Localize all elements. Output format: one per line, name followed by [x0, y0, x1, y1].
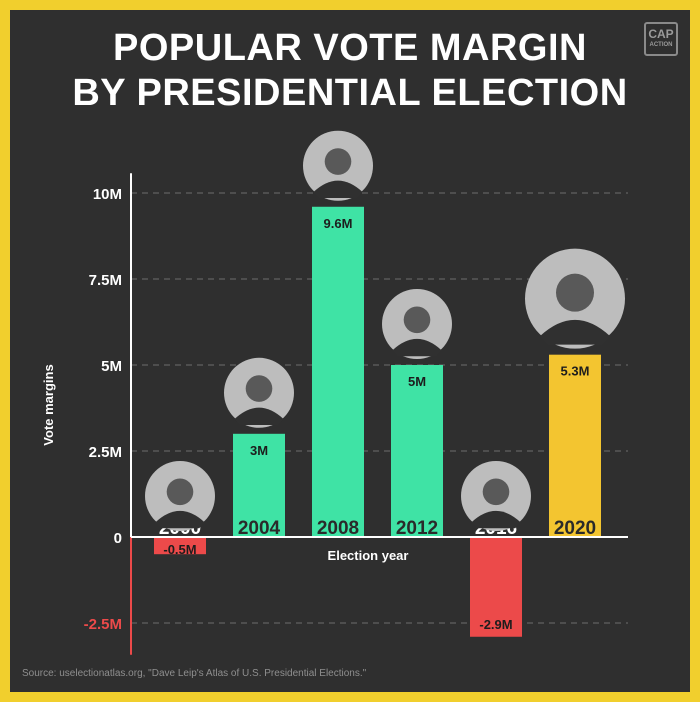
x-tick-label-2020: 2020: [554, 518, 596, 539]
bar-2016: [470, 537, 522, 637]
logo-line-2: ACTION: [649, 42, 673, 48]
y-tick-label: 0: [114, 530, 122, 547]
portrait-2004-icon: [224, 357, 294, 428]
bar-2004: [233, 433, 285, 537]
data-label-2000: -0.5M: [163, 542, 196, 557]
source-note: Source: uselectionatlas.org, "Dave Leip'…: [22, 668, 367, 679]
y-tick-label: -2.5M: [84, 616, 122, 633]
title-line-2: BY PRESIDENTIAL ELECTION: [72, 72, 628, 114]
y-tick-label: 7.5M: [89, 272, 122, 289]
bar-2020: [549, 354, 601, 537]
data-label-2004: 3M: [250, 443, 268, 458]
x-tick-label-2004: 2004: [238, 518, 281, 539]
portrait-2016-icon: [461, 461, 531, 531]
logo-line-1: CAP: [648, 27, 674, 41]
portrait-2000-icon: [145, 461, 215, 531]
cap-action-logo: CAP ACTION: [644, 22, 678, 56]
x-tick-label-2012: 2012: [396, 518, 438, 539]
data-label-2020: 5.3M: [561, 364, 590, 379]
chart-title: POPULAR VOTE MARGIN BY PRESIDENTIAL ELEC…: [0, 26, 700, 116]
y-tick-label: 10M: [93, 186, 122, 203]
portrait-2012-icon: [382, 289, 452, 359]
y-tick-label: 5M: [101, 358, 122, 375]
portrait-2020-icon: [525, 248, 625, 349]
y-axis-title: Vote margins: [41, 364, 56, 445]
bar-2008: [312, 206, 364, 537]
x-axis-title: Election year: [328, 548, 409, 563]
data-label-2012: 5M: [408, 374, 426, 389]
y-tick-label: 2.5M: [89, 444, 122, 461]
bar-2000: [154, 537, 206, 555]
portrait-2008-icon: [303, 130, 373, 201]
bar-2012: [391, 365, 443, 537]
data-label-2008: 9.6M: [324, 216, 353, 231]
title-line-1: POPULAR VOTE MARGIN: [113, 27, 587, 69]
x-tick-label-2008: 2008: [317, 518, 359, 539]
data-label-2016: -2.9M: [479, 617, 512, 632]
